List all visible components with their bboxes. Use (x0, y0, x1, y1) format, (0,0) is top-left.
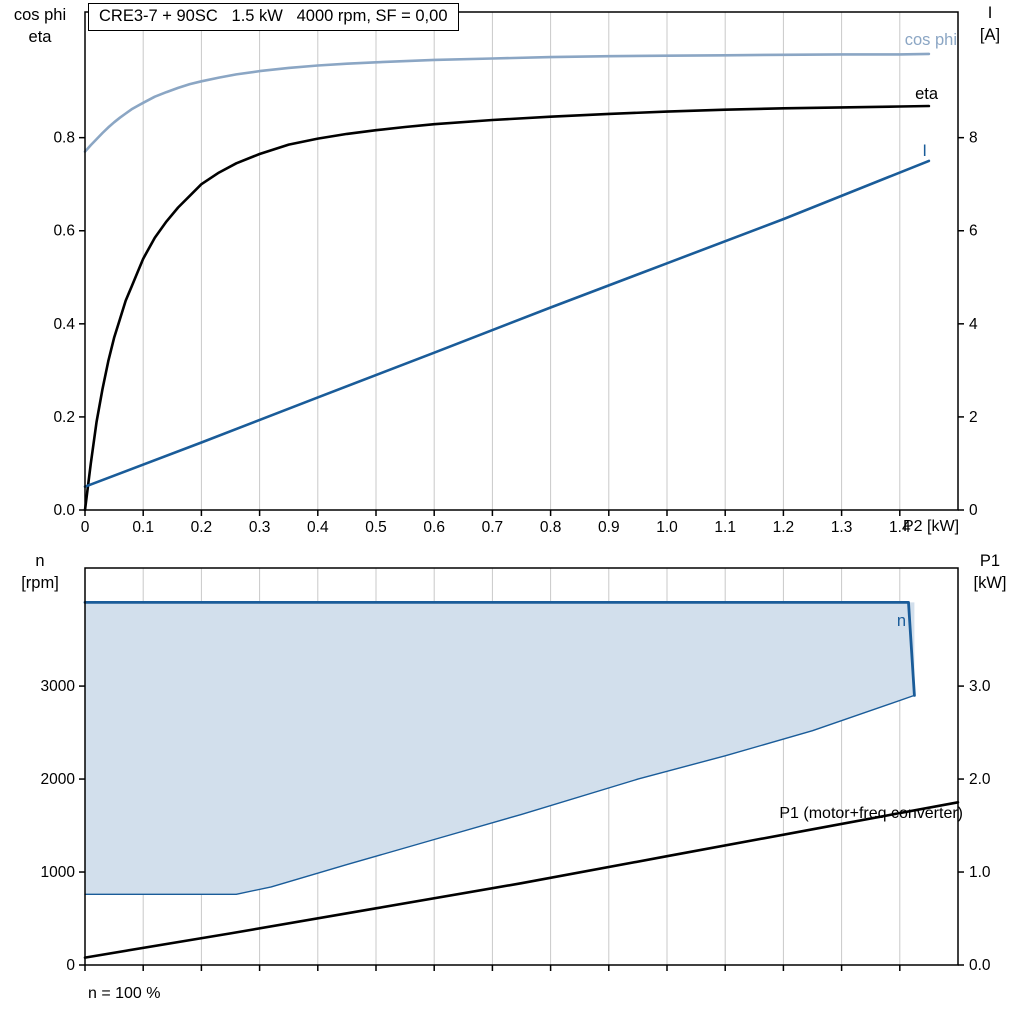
current-curve (83, 159, 931, 489)
p1-curve (83, 800, 960, 959)
axis-title-cos-phi: cos phi (13, 6, 67, 24)
axis-title-current-unit: [A] (979, 26, 1001, 44)
y-tick-label: 6 (969, 223, 978, 240)
x-tick-label: 0 (81, 519, 90, 536)
y-tick-label: 4 (969, 316, 978, 333)
axis-title-p1: P1 (979, 552, 1001, 570)
x-tick-label: 1.4 (889, 519, 911, 536)
curve-label-p1: P1 (motor+freq converter) (779, 805, 963, 822)
axis-title-current: I (987, 4, 993, 22)
top-left-axis-title: cos phi eta (0, 4, 80, 48)
y-tick-label: 3000 (41, 678, 76, 695)
x-tick-label: 0.7 (482, 519, 504, 536)
y-tick-label: 3.0 (969, 678, 991, 695)
x-tick-label: 0.3 (249, 519, 271, 536)
x-tick-label: 0.2 (191, 519, 213, 536)
chart-title-box: CRE3-7 + 90SC 1.5 kW 4000 rpm, SF = 0,00 (88, 3, 459, 31)
y-tick-label: 2 (969, 409, 978, 426)
x-tick-label: 0.6 (423, 519, 445, 536)
y-tick-label: 2000 (41, 771, 76, 788)
curve-label-eta: eta (915, 85, 938, 103)
envelope-lower-boundary (84, 694, 916, 895)
curve-label-current: I (922, 142, 927, 160)
cos-phi-curve (83, 52, 931, 153)
y-tick-label: 0.4 (53, 316, 75, 333)
x-tick-label: 0.1 (132, 519, 154, 536)
x-tick-label: 0.8 (540, 519, 562, 536)
y-tick-label: 2.0 (969, 771, 991, 788)
x-tick-label: 1.2 (773, 519, 795, 536)
y-tick-label: 0.6 (53, 223, 75, 240)
x-tick-label: 0.5 (365, 519, 387, 536)
x-tick-label: 0.4 (307, 519, 329, 536)
x-tick-label: 0.9 (598, 519, 620, 536)
y-tick-label: 1.0 (969, 864, 991, 881)
x-tick-label: 1.3 (831, 519, 853, 536)
top-right-axis-title: I [A] (960, 2, 1020, 46)
y-tick-label: 0 (66, 957, 75, 974)
curve-label-cos-phi: cos phi (904, 31, 957, 49)
bottom-left-axis-title: n [rpm] (0, 550, 80, 594)
bottom-right-axis-title: P1 [kW] (960, 550, 1020, 594)
axis-title-eta: eta (28, 28, 52, 46)
footer-note-n-100: n = 100 % (88, 985, 161, 1002)
y-tick-label: 0.2 (53, 409, 75, 426)
y-tick-label: 1000 (41, 864, 76, 881)
y-tick-label: 0.8 (53, 130, 75, 147)
n-max-speed-curve (83, 601, 916, 697)
x-tick-label: 1.0 (656, 519, 678, 536)
curve-label-n: n (896, 612, 906, 630)
y-tick-label: 8 (969, 130, 978, 147)
axis-title-p1-unit: [kW] (973, 574, 1007, 592)
plot-frame (84, 11, 959, 511)
y-tick-label: 0.0 (969, 957, 991, 974)
axis-title-speed-unit: [rpm] (21, 574, 59, 592)
x-tick-label: 1.1 (714, 519, 736, 536)
y-tick-label: 0.0 (53, 502, 75, 519)
eta-curve (83, 104, 931, 512)
plot-frame (84, 567, 959, 966)
x-axis-title: P2 [kW] (903, 518, 960, 535)
y-tick-label: 0 (969, 502, 978, 519)
axis-title-speed: n (35, 552, 45, 570)
operating-envelope-fill (85, 602, 915, 895)
